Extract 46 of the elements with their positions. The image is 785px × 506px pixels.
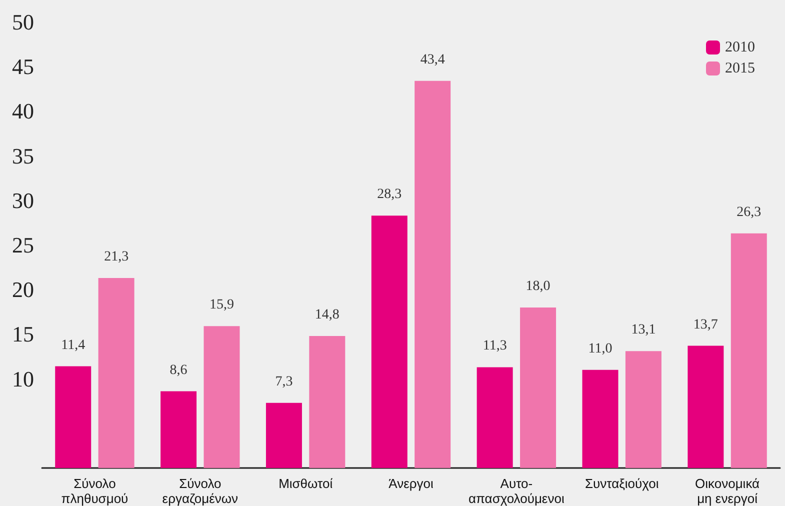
data-label: 15,9 [209,298,234,313]
x-tick-label: Άνεργοι [388,476,434,491]
x-tick-label: Οικονομικά μη ενεργοί [695,476,760,506]
data-label: 11,4 [61,338,86,353]
y-tick-label: 35 [12,143,34,168]
bar [582,370,618,468]
bar [414,80,451,468]
bar [625,351,662,468]
y-tick-label: 30 [12,188,34,213]
legend-label: 2010 [725,40,755,56]
x-tick-label: Μισθωτοί [278,476,333,491]
y-tick-label: 10 [12,366,34,392]
bar [160,391,197,468]
bar [476,367,513,468]
data-label: 11,3 [482,338,507,354]
bar [98,278,134,468]
data-label: 11,0 [588,341,612,356]
data-label: 18,0 [526,278,550,294]
bar [520,307,556,468]
x-tick-label: Αυτο- απασχολούμενοι [468,476,564,506]
data-label: 7,3 [275,374,293,390]
data-label: 21,3 [104,250,129,265]
bar [309,336,346,468]
legend-label: 2015 [725,60,755,76]
y-tick-label: 40 [12,98,34,124]
bar [688,346,724,468]
x-tick-label: Σύνολο εργαζομένων [162,476,238,506]
y-tick-label: 15 [12,322,34,347]
x-tick-label: Συνταξιούχοι [584,476,659,491]
data-label: 28,3 [377,187,402,202]
data-label: 8,6 [170,362,188,378]
y-tick-label: 50 [12,10,34,34]
bar [371,216,408,468]
bar [730,233,767,468]
y-tick-label: 45 [12,54,34,80]
bar [204,326,240,468]
y-tick-label: 20 [12,277,34,302]
bar [55,366,92,468]
data-label: 26,3 [736,204,762,220]
data-label: 14,8 [314,307,340,322]
data-label: 43,4 [420,52,445,68]
data-label: 13,1 [631,322,656,338]
y-tick-label: 25 [12,232,34,258]
data-label: 13,7 [693,317,718,332]
bar [266,402,302,468]
x-tick-label: Σύνολο πληθυσμού [61,476,128,506]
